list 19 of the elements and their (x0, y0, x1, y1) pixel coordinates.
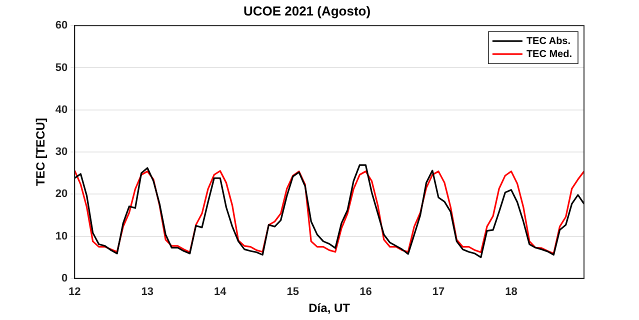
y-tick-label: 40 (55, 104, 68, 116)
x-axis-title: Día, UT (308, 301, 351, 316)
y-tick-label: 30 (55, 146, 68, 158)
x-tick-label: 13 (141, 286, 154, 298)
x-tick-label: 15 (286, 286, 300, 298)
y-tick-label: 0 (62, 272, 68, 284)
x-tick-label: 17 (432, 286, 445, 298)
y-tick-label: 20 (55, 188, 68, 200)
y-tick-label: 10 (55, 230, 68, 242)
y-axis-title: TEC [TECU] (34, 118, 48, 186)
x-tick-label: 12 (68, 286, 81, 298)
y-tick-label: 50 (55, 62, 68, 74)
x-tick-label: 16 (360, 286, 372, 298)
chart-title: UCOE 2021 (Agosto) (243, 3, 371, 18)
legend-label: TEC Abs. (526, 36, 571, 47)
legend-label: TEC Med. (526, 48, 572, 60)
y-tick-label: 60 (55, 20, 68, 32)
x-tick-label: 18 (505, 286, 518, 298)
x-tick-label: 14 (214, 286, 228, 298)
